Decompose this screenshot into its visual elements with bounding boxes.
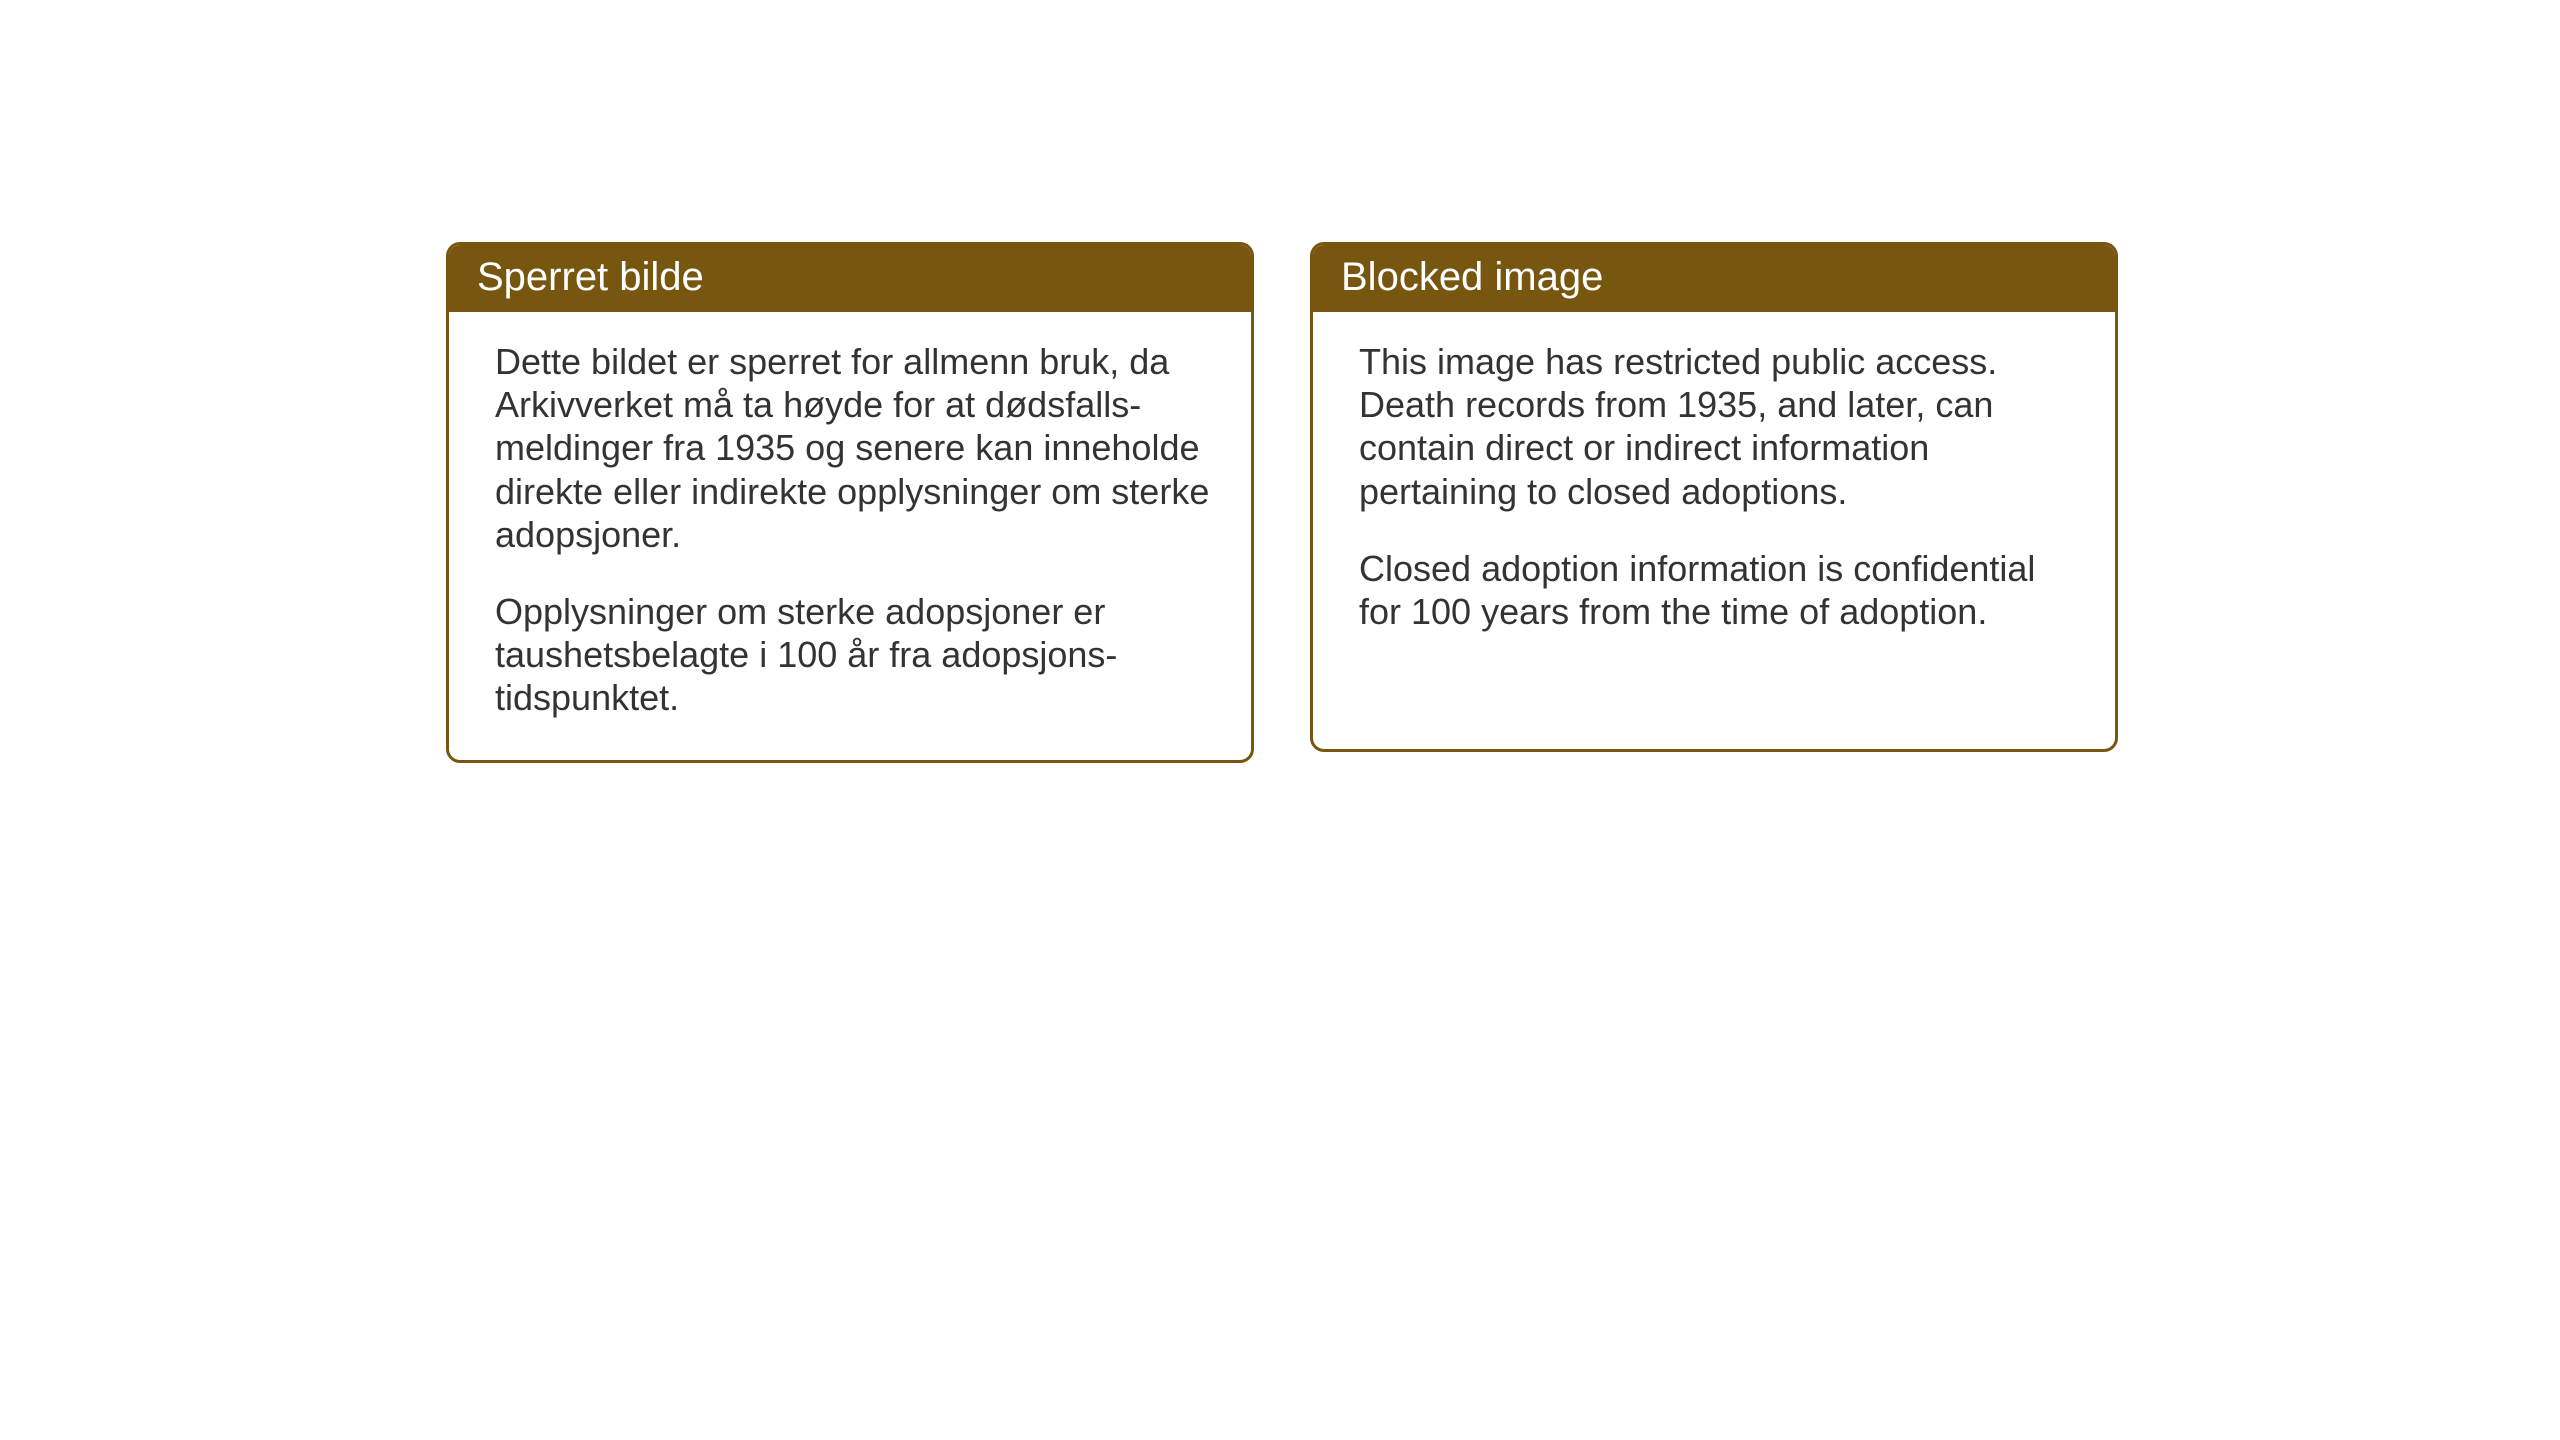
card-body-english: This image has restricted public access.… [1313,312,2115,673]
card-header-english: Blocked image [1313,245,2115,312]
notice-card-norwegian: Sperret bilde Dette bildet er sperret fo… [446,242,1254,763]
card-header-norwegian: Sperret bilde [449,245,1251,312]
notice-text-paragraph-1: Dette bildet er sperret for allmenn bruk… [495,340,1223,556]
card-body-norwegian: Dette bildet er sperret for allmenn bruk… [449,312,1251,760]
notice-text-paragraph-2: Opplysninger om sterke adopsjoner er tau… [495,590,1223,720]
notice-container: Sperret bilde Dette bildet er sperret fo… [446,242,2118,763]
notice-text-paragraph-2: Closed adoption information is confident… [1359,547,2087,633]
notice-card-english: Blocked image This image has restricted … [1310,242,2118,752]
notice-text-paragraph-1: This image has restricted public access.… [1359,340,2087,513]
